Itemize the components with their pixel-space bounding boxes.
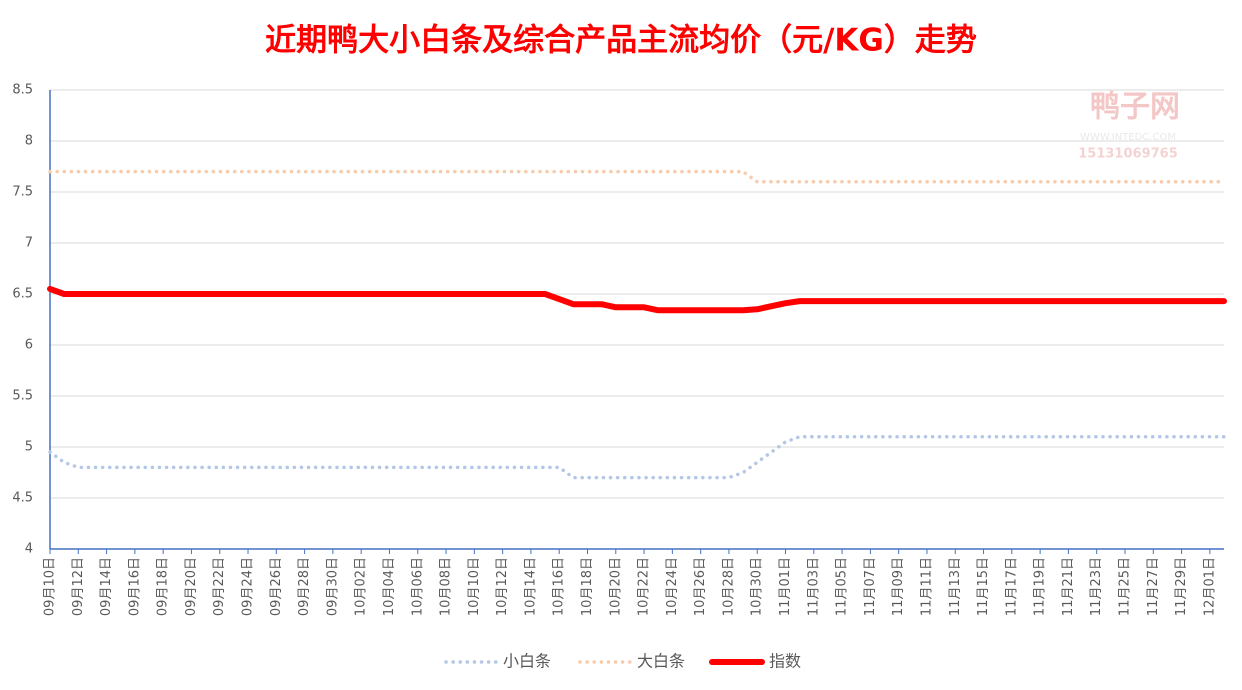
watermark-text: WWW.INTEDC.COM	[1080, 132, 1176, 143]
x-tick-label: 10月30日	[750, 557, 765, 616]
x-tick-label: 10月16日	[552, 557, 567, 616]
x-tick-label: 11月23日	[1089, 557, 1104, 616]
y-tick-label: 4	[25, 542, 33, 557]
chart-title: 近期鸭大小白条及综合产品主流均价（元/KG）走势	[265, 23, 977, 59]
legend-label: 小白条	[503, 652, 551, 671]
x-tick-label: 11月29日	[1174, 557, 1189, 616]
x-tick-label: 10月18日	[580, 557, 595, 616]
x-tick-label: 10月14日	[523, 557, 538, 616]
x-tick-label: 11月25日	[1117, 557, 1132, 616]
x-tick-label: 10月20日	[608, 557, 623, 616]
x-tick-label: 11月01日	[778, 557, 793, 616]
x-tick-label: 10月26日	[693, 557, 708, 616]
x-tick-label: 10月04日	[382, 557, 397, 616]
y-tick-label: 8	[25, 134, 33, 149]
series-line	[48, 169, 1226, 184]
x-tick-label: 09月22日	[212, 557, 227, 616]
legend-label: 大白条	[637, 652, 685, 671]
x-tick-label: 09月18日	[156, 557, 171, 616]
series-line	[47, 285, 1227, 314]
x-tick-label: 11月19日	[1033, 557, 1048, 616]
x-tick-label: 10月02日	[354, 557, 369, 616]
x-tick-label: 09月26日	[269, 557, 284, 616]
x-tick-label: 10月08日	[439, 557, 454, 616]
x-tick-label: 11月17日	[1004, 557, 1019, 616]
x-tick-label: 09月12日	[71, 557, 86, 616]
x-tick-label: 11月11日	[919, 557, 934, 616]
x-tick-label: 09月30日	[325, 557, 340, 616]
x-tick-label: 09月10日	[43, 557, 58, 616]
series-line	[48, 435, 1226, 480]
x-tick-label: 09月14日	[99, 557, 114, 616]
x-tick-label: 10月12日	[495, 557, 510, 616]
y-tick-label: 7.5	[12, 185, 33, 200]
x-tick-label: 09月16日	[127, 557, 142, 616]
x-tick-label: 10月24日	[665, 557, 680, 616]
x-tick-label: 11月07日	[863, 557, 878, 616]
y-tick-label: 5	[25, 440, 33, 455]
x-tick-label: 09月24日	[241, 557, 256, 616]
x-tick-label: 11月09日	[891, 557, 906, 616]
y-tick-label: 5.5	[12, 389, 33, 404]
legend-label: 指数	[769, 652, 801, 671]
watermark-text: 15131069765	[1078, 147, 1178, 162]
x-tick-label: 10月10日	[467, 557, 482, 616]
y-tick-label: 6.5	[12, 287, 33, 302]
x-tick-label: 10月22日	[637, 557, 652, 616]
x-tick-label: 10月06日	[410, 557, 425, 616]
x-tick-label: 11月27日	[1146, 557, 1161, 616]
x-tick-label: 11月13日	[948, 557, 963, 616]
y-tick-label: 4.5	[12, 491, 33, 506]
y-tick-label: 8.5	[12, 83, 33, 98]
x-tick-label: 11月15日	[976, 557, 991, 616]
x-tick-label: 11月03日	[806, 557, 821, 616]
x-tick-label: 10月28日	[721, 557, 736, 616]
x-tick-label: 12月01日	[1202, 557, 1217, 616]
x-tick-label: 09月20日	[184, 557, 199, 616]
x-tick-label: 11月21日	[1061, 557, 1076, 616]
x-tick-label: 11月05日	[835, 557, 850, 616]
watermark: 鸭子网 WWW.INTEDC.COM 15131069765	[1078, 90, 1180, 162]
y-tick-label: 7	[25, 236, 33, 251]
x-tick-label: 09月28日	[297, 557, 312, 616]
watermark-text: 鸭子网	[1090, 90, 1180, 125]
y-tick-label: 6	[25, 338, 33, 353]
